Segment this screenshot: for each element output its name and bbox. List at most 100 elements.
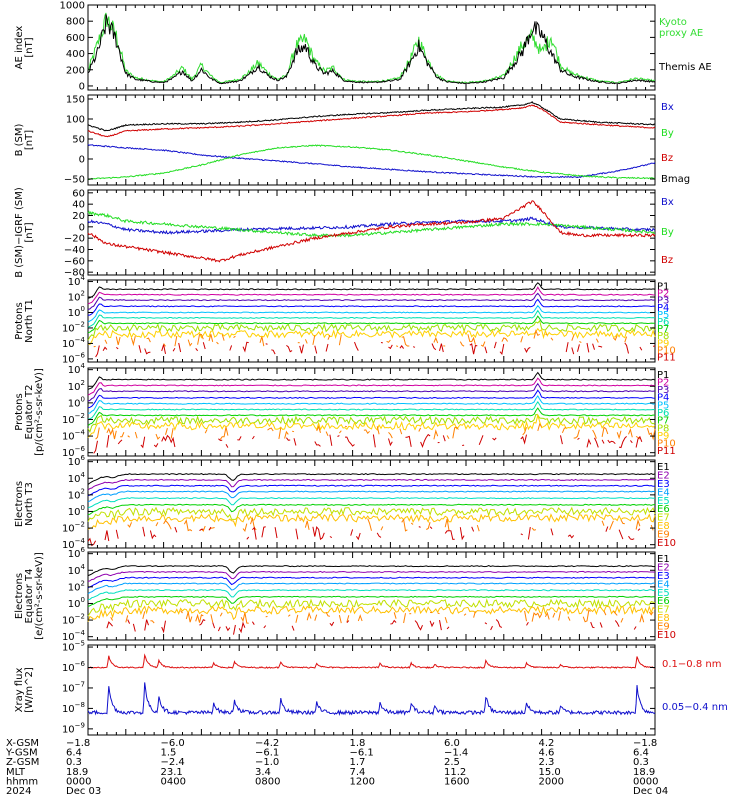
legend-label: proxy AE xyxy=(659,28,703,39)
ephemeris-row-label: MLT xyxy=(6,767,26,778)
series-p6 xyxy=(87,309,656,328)
series-e9 xyxy=(180,610,183,614)
legend-label-p5: P5 xyxy=(657,310,669,321)
legend-label-p10: P10 xyxy=(657,345,676,356)
series-e9 xyxy=(110,617,114,621)
series-p11 xyxy=(237,436,242,441)
series-e10 xyxy=(618,529,624,540)
series-xray-1 xyxy=(87,682,656,717)
series-e10 xyxy=(252,526,257,540)
series-e4 xyxy=(87,582,656,595)
series-e9 xyxy=(127,522,132,528)
legend-label-e5: E5 xyxy=(657,496,670,507)
series-e10 xyxy=(104,530,110,542)
series-e9 xyxy=(210,614,214,623)
series-e10 xyxy=(329,536,333,539)
series-p1 xyxy=(87,371,656,390)
series-e10 xyxy=(225,626,231,632)
series-bmag xyxy=(87,101,656,132)
y-tick-label: 10−6 xyxy=(62,445,86,459)
legend-label-e2: E2 xyxy=(657,563,670,574)
series-e9 xyxy=(531,612,543,622)
legend-label-by: By xyxy=(661,128,674,139)
series-p10 xyxy=(592,429,597,439)
series-p10 xyxy=(259,336,265,347)
series-p10 xyxy=(104,339,108,344)
y-tick-label: −60 xyxy=(64,256,85,267)
series-p11 xyxy=(405,435,412,447)
legend-label-e9: E9 xyxy=(657,529,670,540)
series-p10 xyxy=(131,335,136,347)
series-e10 xyxy=(628,535,635,541)
series-e10 xyxy=(390,619,397,625)
series-p10 xyxy=(571,335,575,341)
series-e10 xyxy=(261,526,266,538)
series-p10 xyxy=(134,431,138,439)
series-p10 xyxy=(533,329,540,339)
y-tick-label: 400 xyxy=(66,49,85,60)
series-p11 xyxy=(560,435,563,445)
series-p10 xyxy=(395,345,399,347)
legend-label-xray-short: 0.05−0.4 nm xyxy=(662,702,728,713)
series-p10 xyxy=(595,338,599,343)
series-p11 xyxy=(242,341,249,353)
series-p10 xyxy=(338,334,342,346)
series-e8 xyxy=(87,604,656,622)
ephemeris-row-label: Y-GSM xyxy=(5,748,38,759)
series-e1 xyxy=(87,565,656,577)
y-tick-label: 10−5 xyxy=(62,640,85,654)
y-axis-title: [nT] xyxy=(24,222,35,242)
series-p11 xyxy=(577,344,580,352)
series-p10 xyxy=(233,335,236,339)
y-tick-label: 104 xyxy=(68,563,86,577)
series-p10 xyxy=(284,430,289,439)
series-p11 xyxy=(431,343,437,351)
series-p10 xyxy=(165,428,168,435)
series-e10 xyxy=(355,532,361,541)
ephemeris-cell: −1.4 xyxy=(444,748,468,759)
series-p5 xyxy=(87,394,656,414)
series-p5 xyxy=(87,304,656,323)
series-p11 xyxy=(601,439,605,444)
y-tick-label: 800 xyxy=(66,17,85,28)
series-e9 xyxy=(195,613,204,623)
series-e9 xyxy=(250,516,257,531)
legend-label-p6: P6 xyxy=(657,317,669,328)
series-p2 xyxy=(87,377,656,396)
series-e10 xyxy=(429,526,433,529)
ephemeris-cell: 4.6 xyxy=(539,748,555,759)
series-e10 xyxy=(414,620,423,631)
series-p10 xyxy=(573,429,580,439)
series-p9 xyxy=(87,413,656,438)
ephemeris-cell: −6.1 xyxy=(350,748,374,759)
y-tick-label: 102 xyxy=(68,487,85,501)
series-p11 xyxy=(639,346,643,351)
series-e10 xyxy=(291,625,295,631)
y-axis-title: [nT] xyxy=(24,130,35,150)
series-p11 xyxy=(329,434,333,446)
y-tick-label: 50 xyxy=(72,135,85,146)
series-e10 xyxy=(144,619,149,631)
series-p10 xyxy=(579,340,582,344)
panel-frame xyxy=(87,367,656,457)
series-p11 xyxy=(388,344,393,350)
series-e5 xyxy=(87,497,656,509)
series-p2 xyxy=(87,286,656,305)
legend-label-p10: P10 xyxy=(657,439,676,450)
series-p11 xyxy=(630,440,633,444)
series-e10 xyxy=(312,526,325,541)
y-tick-label: 10−2 xyxy=(62,521,85,535)
series-p11 xyxy=(117,439,123,445)
ephemeris-cell: 6.4 xyxy=(633,748,649,759)
ephemeris-cell: 0.3 xyxy=(66,757,82,768)
series-p11 xyxy=(93,440,98,454)
ephemeris-cell: 1200 xyxy=(350,776,375,787)
y-tick-label: 10−6 xyxy=(62,351,86,365)
legend-label-e8: E8 xyxy=(657,613,670,624)
series-p11 xyxy=(607,439,616,445)
series-e9 xyxy=(306,611,312,621)
ephemeris-cell: Dec 03 xyxy=(66,786,101,797)
legend-label-p2: P2 xyxy=(657,377,669,388)
series-p10 xyxy=(127,435,130,438)
series-p7 xyxy=(87,407,656,427)
